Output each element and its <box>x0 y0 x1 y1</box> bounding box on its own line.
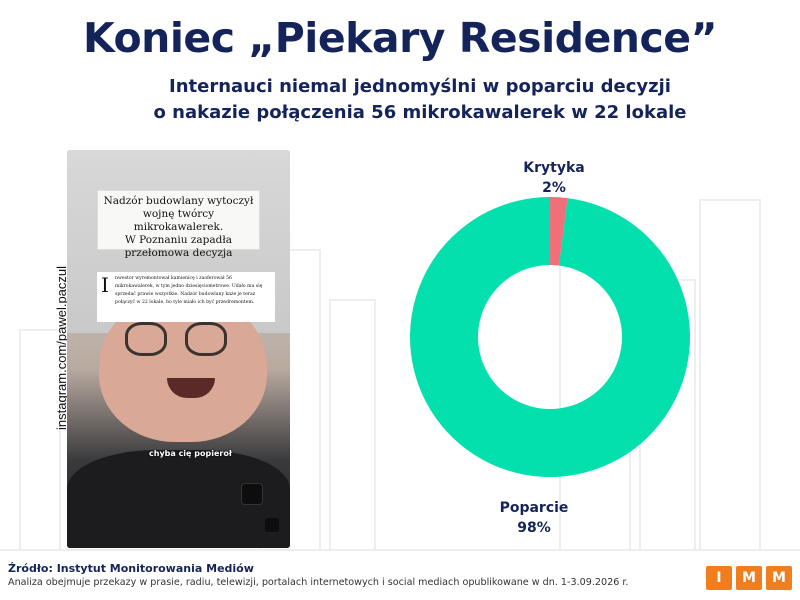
logo-letter-1: I <box>706 566 732 590</box>
article-dropcap: I <box>101 273 109 297</box>
article-text: nwestor wyremontował kamienicę i zaofero… <box>115 276 263 305</box>
news-headline: Nadzór budowlany wytoczył wojnę twórcy m… <box>97 190 260 259</box>
page-title: Koniec „Piekary Residence” <box>82 14 718 62</box>
value-poparcie: 98% <box>517 520 551 536</box>
logo-letter-2: M <box>736 566 762 590</box>
microphone-icon <box>241 483 263 505</box>
donut-slice-krytyka <box>550 197 568 266</box>
analysis-note: Analiza obejmuje przekazy w prasie, radi… <box>8 577 629 588</box>
glasses-left <box>125 322 167 356</box>
microphone-receiver-icon <box>265 518 279 532</box>
source-text: Źródło: Instytut Monitorowania Mediów <box>8 562 254 575</box>
donut-chart: Krytyka 2% Poparcie 98% <box>410 160 690 536</box>
video-screenshot: Nadzór budowlany wytoczył wojnę twórcy m… <box>67 150 290 548</box>
video-caption: chyba cię popieroł <box>149 449 232 458</box>
label-poparcie: Poparcie <box>500 500 569 516</box>
logo-letter-3: M <box>766 566 792 590</box>
value-krytyka: 2% <box>542 180 566 196</box>
page-subtitle: Internauci niemal jednomyślni w poparciu… <box>153 76 687 123</box>
donut-slice-poparcie <box>410 196 690 477</box>
imm-logo: I M M <box>706 566 792 590</box>
label-krytyka: Krytyka <box>523 160 584 176</box>
glasses-right <box>185 322 227 356</box>
person-mouth <box>167 378 215 398</box>
news-article-snippet: I nwestor wyremontował kamienicę i zaofe… <box>97 272 275 322</box>
